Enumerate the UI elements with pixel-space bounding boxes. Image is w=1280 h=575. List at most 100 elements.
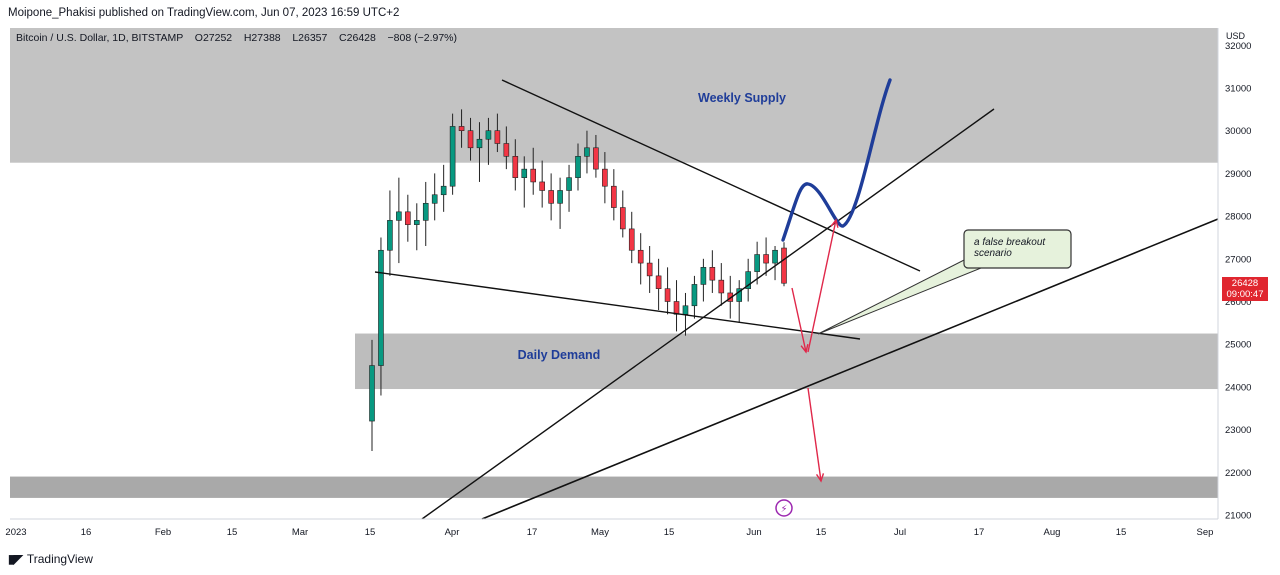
axes-layer: 21000 22000 23000 24000 25000 26000 27000 28000… xyxy=(5,28,1251,538)
candle-body-29 xyxy=(628,228,635,251)
time-tick-10: Jun xyxy=(746,527,761,538)
event-bolt-glyph: ⚡ xyxy=(780,504,787,515)
candle-body-38 xyxy=(709,267,716,281)
candle-body-37 xyxy=(700,267,707,285)
callout-text-line-1: a false breakout xyxy=(974,237,1046,248)
candle-body-32 xyxy=(655,275,662,289)
price-tick-26000: 26000 xyxy=(1225,297,1251,308)
price-tick-25000: 25000 xyxy=(1225,340,1251,351)
legend-high-label: H xyxy=(243,32,252,44)
rising-trendline-long xyxy=(481,218,1219,520)
arrow-down-lower-head xyxy=(815,473,825,483)
legend-high-value: 27388 xyxy=(251,32,281,44)
candle-body-14 xyxy=(494,130,501,144)
candle-body-33 xyxy=(664,288,671,302)
time-tick-7: 17 xyxy=(527,527,538,538)
symbol-legend: Bitcoin / U.S. Dollar, 1D, BITSTAMP O272… xyxy=(16,32,457,44)
legend-close-label: C xyxy=(339,32,347,44)
candle-body-18 xyxy=(530,168,537,183)
bullish-projection-path xyxy=(781,78,892,242)
event-bolt-icon xyxy=(775,499,793,517)
time-tick-3: 15 xyxy=(227,527,238,538)
candle-body-45 xyxy=(772,249,778,264)
price-tick-22000: 22000 xyxy=(1225,468,1251,479)
candle-body-12 xyxy=(476,138,483,149)
last-price-value: 26428 xyxy=(1231,278,1259,289)
candle-body-19 xyxy=(539,181,545,191)
price-tick-28000: 28000 xyxy=(1225,212,1251,223)
brand-name: TradingView xyxy=(26,552,93,566)
candle-body-3 xyxy=(396,211,402,221)
candle-body-8 xyxy=(440,185,447,196)
candle-body-21 xyxy=(557,190,563,204)
candle-body-0 xyxy=(369,365,375,422)
arrow-down-to-demand xyxy=(791,287,807,353)
candle-body-44 xyxy=(763,254,769,264)
price-tick-30000: 30000 xyxy=(1225,126,1251,137)
time-tick-16: Sep xyxy=(1197,527,1214,538)
arrow-up-breakout xyxy=(807,219,837,353)
candle-body-27 xyxy=(611,185,617,208)
zones-layer: Weekly Supply Daily Demand xyxy=(10,28,1218,498)
legend-close-value: 26428 xyxy=(346,32,376,44)
time-tick-6: Apr xyxy=(445,527,460,538)
candle-body-43 xyxy=(754,254,760,272)
price-tick-29000: 29000 xyxy=(1225,169,1251,180)
last-price-tag: 26428 09:00:47 xyxy=(1222,277,1268,301)
time-tick-1: 16 xyxy=(81,527,92,538)
price-tick-23000: 23000 xyxy=(1225,425,1251,436)
bar-countdown: 09:00:47 xyxy=(1226,289,1264,300)
time-tick-8: May xyxy=(591,527,609,538)
tradingview-brand[interactable]: ▮◤ TradingView xyxy=(8,552,93,566)
candle-body-16 xyxy=(512,156,519,178)
candle-body-30 xyxy=(637,249,644,264)
callout-text: a false breakout scenario xyxy=(974,237,1046,259)
candle-body-6 xyxy=(422,202,429,221)
time-tick-2: Feb xyxy=(155,527,171,538)
legend-symbol: Bitcoin / U.S. Dollar, 1D, BITSTAMP xyxy=(16,32,184,44)
candle-body-46 xyxy=(781,247,787,284)
candle-body-23 xyxy=(575,156,581,178)
rising-trendline-steep xyxy=(421,108,995,520)
candle-body-15 xyxy=(503,143,510,157)
candle-body-13 xyxy=(485,130,492,140)
time-tick-14: Aug xyxy=(1044,527,1061,538)
candle-body-11 xyxy=(467,130,474,149)
support-trendline xyxy=(374,271,861,340)
arrow-down-to-demand-head xyxy=(800,344,809,354)
candle-body-36 xyxy=(691,284,698,307)
legend-change: −808 (−2.97%) xyxy=(387,32,457,44)
price-tick-31000: 31000 xyxy=(1225,84,1251,95)
candle-body-10 xyxy=(458,126,465,132)
zone-label-0: Weekly Supply xyxy=(698,91,786,105)
candle-body-41 xyxy=(736,288,743,302)
callout-text-line-2: scenario xyxy=(974,248,1012,259)
price-tick-32000: 32000 xyxy=(1225,41,1251,52)
time-tick-12: Jul xyxy=(894,527,906,538)
tradingview-logo-icon: ▮◤ xyxy=(8,552,23,566)
legend-open-value: 27252 xyxy=(202,32,233,44)
candle-body-22 xyxy=(566,177,572,191)
candle-body-1 xyxy=(378,249,384,366)
candle-body-28 xyxy=(619,207,626,230)
arrow-up-breakout-head xyxy=(830,218,839,228)
candle-body-20 xyxy=(548,190,554,204)
candle-body-9 xyxy=(449,126,456,187)
zone-0 xyxy=(10,28,1218,163)
candle-body-7 xyxy=(431,194,438,204)
candle-body-31 xyxy=(646,262,653,277)
time-tick-11: 15 xyxy=(816,527,827,538)
time-tick-4: Mar xyxy=(292,527,308,538)
resistance-trendline xyxy=(501,79,921,272)
legend-low-value: 26357 xyxy=(298,32,328,44)
time-tick-9: 15 xyxy=(664,527,675,538)
candle-body-2 xyxy=(387,220,393,251)
zone-1 xyxy=(355,333,1218,390)
candle-body-4 xyxy=(405,211,411,225)
candles-layer xyxy=(369,109,787,451)
price-tick-24000: 24000 xyxy=(1225,382,1251,393)
callout-pointer xyxy=(817,255,988,335)
legend-open-label: O xyxy=(194,32,203,44)
price-tick-27000: 27000 xyxy=(1225,254,1251,265)
